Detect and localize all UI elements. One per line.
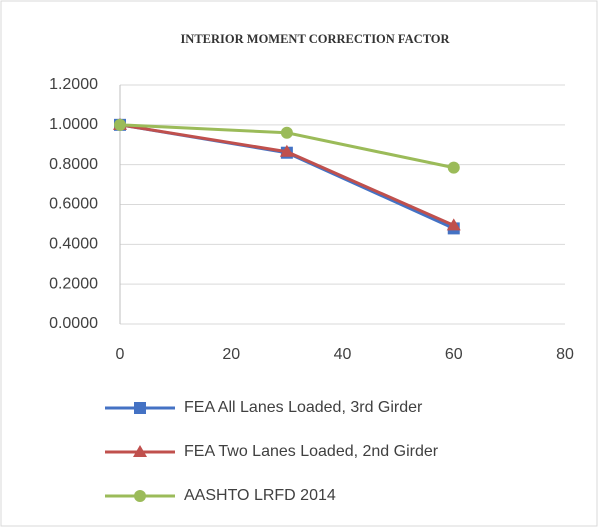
- y-tick-label: 1.0000: [49, 116, 98, 133]
- marker: [280, 126, 293, 139]
- marker: [114, 118, 126, 131]
- y-tick-label: 0.4000: [49, 236, 98, 253]
- x-tick-label: 60: [445, 346, 463, 363]
- legend-label: FEA Two Lanes Loaded, 2nd Girder: [184, 443, 439, 460]
- chart-title: INTERIOR MOMENT CORRECTION FACTOR: [180, 32, 450, 46]
- y-tick-label: 0.0000: [49, 315, 98, 332]
- y-tick-label: 0.8000: [49, 156, 98, 173]
- x-tick-label: 80: [556, 346, 574, 363]
- legend-marker: [134, 490, 146, 502]
- y-tick-label: 0.6000: [49, 196, 98, 213]
- marker: [279, 144, 294, 157]
- y-tick-label: 0.2000: [49, 275, 98, 292]
- y-tick-label: 1.2000: [49, 76, 98, 93]
- marker: [447, 161, 460, 174]
- legend-label: AASHTO LRFD 2014: [184, 487, 336, 504]
- legend-marker: [134, 402, 146, 414]
- marker: [446, 218, 461, 231]
- x-tick-label: 40: [334, 346, 352, 363]
- legend-label: FEA All Lanes Loaded, 3rd Girder: [184, 399, 423, 416]
- x-tick-label: 20: [222, 346, 240, 363]
- legend-marker: [133, 445, 147, 457]
- x-tick-label: 0: [116, 346, 125, 363]
